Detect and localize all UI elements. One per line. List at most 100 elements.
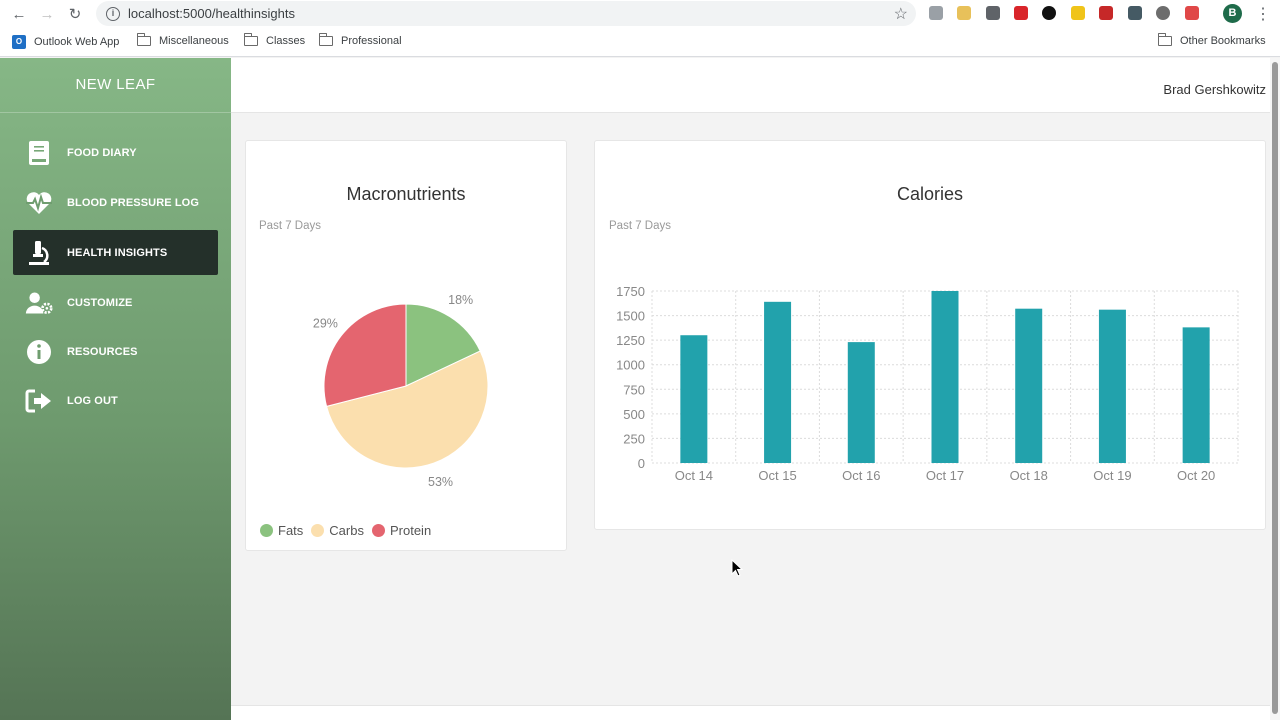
top-header: Brad Gershkowitz (231, 58, 1270, 113)
sidebar-item-label: RESOURCES (67, 345, 138, 358)
page-scrollbar[interactable] (1270, 58, 1280, 720)
pie-value-label: 53% (428, 475, 453, 489)
extension-icon[interactable] (957, 6, 971, 20)
page-footer (231, 705, 1270, 720)
user-gear-icon (25, 289, 53, 317)
calorie-bar[interactable] (1182, 327, 1210, 463)
address-bar[interactable]: i localhost:5000/healthinsights ☆ (96, 1, 916, 26)
bookmark-label: Classes (266, 35, 306, 47)
forward-icon[interactable]: → (39, 5, 55, 23)
legend-swatch (311, 524, 325, 537)
pie-legend: Fats Carbs Protein (260, 523, 439, 538)
legend-swatch (371, 524, 385, 537)
pie-value-label: 29% (313, 316, 338, 330)
bookmark-label: Professional (341, 35, 402, 47)
calorie-bar[interactable] (1015, 308, 1043, 463)
folder-icon (136, 33, 151, 46)
x-tick-label: Oct 20 (1177, 468, 1215, 483)
microscope-icon (25, 239, 53, 267)
user-name[interactable]: Brad Gershkowitz (1163, 82, 1266, 97)
sign-out-icon (25, 387, 53, 415)
bookmark-star-icon[interactable]: ☆ (893, 6, 908, 23)
legend-item-protein[interactable]: Protein (371, 523, 431, 538)
x-tick-label: Oct 17 (926, 468, 964, 483)
x-tick-label: Oct 19 (1093, 468, 1131, 483)
extension-icon[interactable] (1128, 6, 1142, 20)
outlook-icon: O (12, 35, 26, 49)
bookmark-label: Other Bookmarks (1180, 35, 1266, 47)
y-tick-label: 0 (638, 456, 645, 471)
bookmark-folder-classes[interactable]: Classes (243, 33, 306, 47)
info-icon[interactable]: i (106, 6, 120, 21)
calorie-bar[interactable] (764, 301, 792, 463)
macronutrients-pie-chart: 18% 53% 29% (313, 293, 489, 489)
pie-slice-protein[interactable] (323, 303, 407, 408)
heartbeat-icon (25, 189, 53, 217)
menu-kebab-icon[interactable]: ⋮ (1255, 6, 1271, 23)
y-tick-label: 750 (623, 382, 645, 397)
y-tick-label: 1750 (616, 284, 645, 299)
bookmarks-bar: O Outlook Web App Miscellaneous Classes … (0, 28, 1280, 57)
extension-icon[interactable] (1185, 6, 1199, 20)
sidebar-item-log-out[interactable]: LOG OUT (13, 378, 218, 423)
sidebar-item-label: FOOD DIARY (67, 146, 137, 159)
sidebar-item-health-insights[interactable]: HEALTH INSIGHTS (13, 230, 218, 275)
sidebar-item-resources[interactable]: RESOURCES (13, 329, 218, 374)
sidebar-item-label: BLOOD PRESSURE LOG (67, 196, 199, 209)
legend-item-fats[interactable]: Fats (260, 523, 303, 538)
folder-icon (1157, 33, 1172, 46)
legend-label: Carbs (329, 523, 364, 538)
calorie-bar[interactable] (680, 335, 708, 463)
pie-slice-fats[interactable] (405, 303, 481, 387)
macronutrients-card: Macronutrients Past 7 Days 18% 53% 29% Fat… (245, 140, 567, 551)
bookmark-outlook[interactable]: O Outlook Web App (12, 35, 119, 49)
back-icon[interactable]: ← (11, 5, 27, 23)
bookmark-other[interactable]: Other Bookmarks (1157, 33, 1266, 47)
y-tick-label: 500 (623, 407, 645, 422)
extension-icon[interactable] (1099, 6, 1113, 20)
address-url[interactable]: localhost:5000/healthinsights (128, 6, 295, 21)
brand-logo[interactable]: NEW LEAF (0, 58, 231, 113)
calorie-bar[interactable] (1098, 309, 1126, 463)
x-tick-label: Oct 15 (758, 468, 796, 483)
extension-icon[interactable] (929, 6, 943, 20)
folder-icon (243, 33, 258, 46)
calorie-bar[interactable] (931, 291, 959, 463)
pie-value-label: 18% (448, 293, 473, 307)
bookmark-label: Outlook Web App (34, 36, 120, 48)
bookmark-folder-professional[interactable]: Professional (318, 33, 402, 47)
browser-toolbar: ← → ↻ i localhost:5000/healthinsights ☆ … (0, 0, 1280, 28)
bookmark-folder-miscellaneous[interactable]: Miscellaneous (136, 33, 229, 47)
y-tick-label: 1250 (616, 333, 645, 348)
sidebar-item-label: CUSTOMIZE (67, 296, 133, 309)
reload-icon[interactable]: ↻ (68, 6, 82, 23)
extension-icon[interactable] (1014, 6, 1028, 20)
card-title: Macronutrients (346, 184, 466, 204)
info-circle-icon (25, 338, 53, 366)
sidebar-item-label: LOG OUT (67, 394, 118, 407)
scrollbar-thumb[interactable] (1272, 62, 1278, 714)
pie-slice-carbs[interactable] (325, 350, 489, 469)
y-tick-label: 1000 (616, 358, 645, 373)
x-tick-label: Oct 14 (675, 468, 713, 483)
sidebar-item-food-diary[interactable]: FOOD DIARY (13, 130, 218, 175)
x-tick-label: Oct 16 (842, 468, 880, 483)
x-tick-label: Oct 18 (1010, 468, 1048, 483)
calorie-bar[interactable] (847, 342, 875, 463)
bookmark-label: Miscellaneous (159, 35, 229, 47)
profile-avatar[interactable]: B (1223, 4, 1242, 23)
extension-icon[interactable] (1156, 6, 1170, 20)
y-tick-label: 1500 (616, 309, 645, 324)
extension-icon[interactable] (1071, 6, 1085, 20)
extension-icon[interactable] (986, 6, 1000, 20)
extension-icon[interactable] (1042, 6, 1056, 20)
folder-icon (318, 33, 333, 46)
calories-bar-chart: 0 250 500 750 1000 1250 1500 1750 Oct 14 Oct 15 Oc… (616, 284, 1239, 483)
legend-item-carbs[interactable]: Carbs (311, 523, 364, 538)
sidebar-item-blood-pressure-log[interactable]: BLOOD PRESSURE LOG (13, 180, 218, 225)
sidebar-item-customize[interactable]: CUSTOMIZE (13, 280, 218, 325)
card-title: Calories (896, 184, 964, 204)
legend-label: Fats (278, 523, 304, 538)
legend-swatch (260, 524, 273, 537)
mouse-cursor-icon (731, 559, 743, 577)
